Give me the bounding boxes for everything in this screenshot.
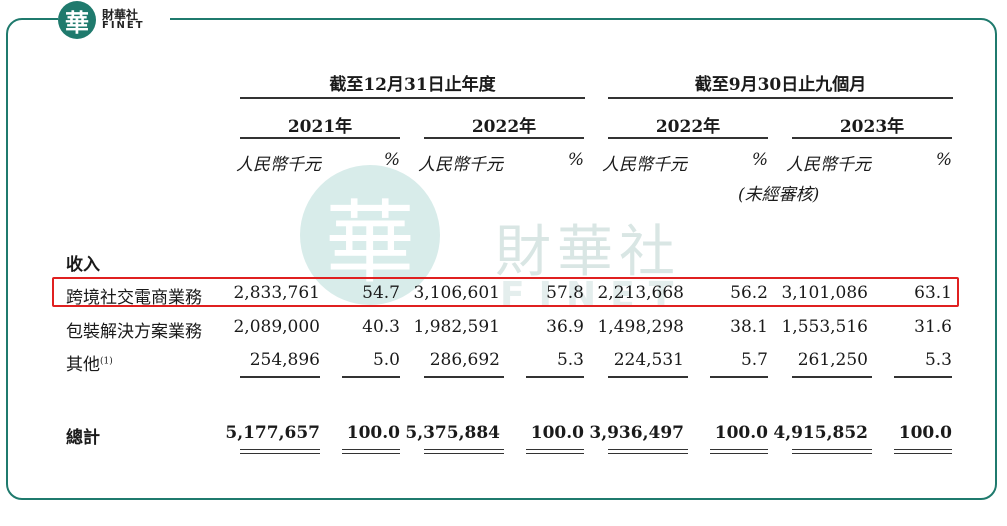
logo-name-cn: 財華社 bbox=[102, 8, 139, 22]
total-double-rule-c2 bbox=[342, 449, 400, 454]
row-label-packaging: 包裝解決方案業務 bbox=[66, 322, 202, 342]
total-double-rule-c6 bbox=[710, 449, 768, 454]
cell-r3-c8: 5.3 bbox=[924, 350, 952, 370]
cell-r1-c8: 63.1 bbox=[914, 283, 952, 303]
total-double-rule-c5 bbox=[608, 449, 688, 454]
cell-r2-c4: 36.9 bbox=[546, 317, 584, 337]
year-header-2022-annual: 2022年 bbox=[471, 117, 537, 137]
logo-text: 財華社 FINET bbox=[102, 9, 145, 31]
pct-header-4: % bbox=[935, 150, 952, 170]
period-annual-header: 截至12月31日止年度 bbox=[329, 75, 496, 95]
cell-r3-c2: 5.0 bbox=[372, 350, 400, 370]
year-header-2022-nine-months: 2022年 bbox=[655, 117, 721, 137]
total-c5: 3,936,497 bbox=[589, 423, 684, 443]
unaudited-note: (未經審核) bbox=[738, 185, 820, 205]
cell-r3-c6: 5.7 bbox=[740, 350, 768, 370]
table-frame bbox=[6, 18, 997, 500]
year-rule-2023 bbox=[792, 137, 952, 139]
subtotal-rule-c4 bbox=[526, 376, 584, 378]
total-double-rule-c8 bbox=[894, 449, 952, 454]
total-c8: 100.0 bbox=[898, 423, 952, 443]
period-nine-months-header: 截至9月30日止九個月 bbox=[694, 75, 867, 95]
cell-r2-c7: 1,553,516 bbox=[781, 317, 868, 337]
total-c6: 100.0 bbox=[714, 423, 768, 443]
section-title-revenue: 收入 bbox=[66, 255, 100, 275]
total-c3: 5,375,884 bbox=[405, 423, 500, 443]
unit-header-2: 人民幣千元 bbox=[418, 155, 503, 175]
footnote-marker: (1) bbox=[100, 356, 113, 367]
subtotal-rule-c6 bbox=[710, 376, 768, 378]
logo-icon: 華 bbox=[58, 1, 96, 39]
cell-r3-c1: 254,896 bbox=[249, 350, 320, 370]
subtotal-rule-c8 bbox=[894, 376, 952, 378]
unit-header-4: 人民幣千元 bbox=[786, 155, 871, 175]
total-double-rule-c3 bbox=[424, 449, 504, 454]
pct-header-3: % bbox=[751, 150, 768, 170]
period-annual-rule bbox=[240, 97, 585, 99]
cell-r2-c8: 31.6 bbox=[914, 317, 952, 337]
cell-r2-c3: 1,982,591 bbox=[413, 317, 500, 337]
pct-header-1: % bbox=[383, 150, 400, 170]
year-rule-2021 bbox=[240, 137, 400, 139]
cell-r1-c5: 2,213,668 bbox=[597, 283, 684, 303]
highlight-box bbox=[52, 277, 959, 307]
total-c2: 100.0 bbox=[346, 423, 400, 443]
year-header-2021: 2021年 bbox=[287, 117, 353, 137]
total-double-rule-c1 bbox=[240, 449, 320, 454]
total-c4: 100.0 bbox=[530, 423, 584, 443]
cell-r2-c6: 38.1 bbox=[730, 317, 768, 337]
year-rule-2022-nine-months bbox=[608, 137, 768, 139]
cell-r2-c1: 2,089,000 bbox=[233, 317, 320, 337]
subtotal-rule-c7 bbox=[792, 376, 872, 378]
pct-header-2: % bbox=[567, 150, 584, 170]
total-c1: 5,177,657 bbox=[225, 423, 320, 443]
cell-r1-c4: 57.8 bbox=[546, 283, 584, 303]
total-double-rule-c4 bbox=[526, 449, 584, 454]
row-label-others-text: 其他 bbox=[66, 355, 100, 375]
cell-r1-c6: 56.2 bbox=[730, 283, 768, 303]
year-header-2023: 2023年 bbox=[839, 117, 905, 137]
logo-name-en: FINET bbox=[102, 20, 145, 31]
cell-r1-c2: 54.7 bbox=[362, 283, 400, 303]
total-label: 總計 bbox=[66, 428, 100, 448]
cell-r1-c7: 3,101,086 bbox=[781, 283, 868, 303]
total-c7: 4,915,852 bbox=[773, 423, 868, 443]
subtotal-rule-c3 bbox=[424, 376, 504, 378]
cell-r2-c2: 40.3 bbox=[362, 317, 400, 337]
year-rule-2022-annual bbox=[424, 137, 584, 139]
cell-r3-c7: 261,250 bbox=[797, 350, 868, 370]
cell-r1-c3: 3,106,601 bbox=[413, 283, 500, 303]
cell-r2-c5: 1,498,298 bbox=[597, 317, 684, 337]
total-double-rule-c7 bbox=[792, 449, 872, 454]
finet-logo: 華 財華社 FINET bbox=[58, 0, 170, 40]
row-label-cross-border: 跨境社交電商業務 bbox=[66, 288, 202, 308]
row-label-others: 其他(1) bbox=[66, 350, 113, 375]
cell-r3-c4: 5.3 bbox=[556, 350, 584, 370]
cell-r3-c5: 224,531 bbox=[613, 350, 684, 370]
unit-header-3: 人民幣千元 bbox=[602, 155, 687, 175]
unit-header-1: 人民幣千元 bbox=[236, 155, 321, 175]
subtotal-rule-c5 bbox=[608, 376, 688, 378]
period-nine-months-rule bbox=[608, 97, 953, 99]
cell-r3-c3: 286,692 bbox=[429, 350, 500, 370]
cell-r1-c1: 2,833,761 bbox=[233, 283, 320, 303]
subtotal-rule-c2 bbox=[342, 376, 400, 378]
subtotal-rule-c1 bbox=[240, 376, 320, 378]
